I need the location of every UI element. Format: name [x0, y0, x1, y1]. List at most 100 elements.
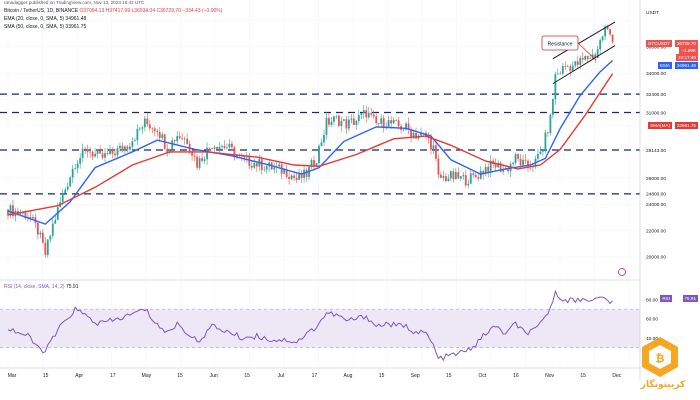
candle-body: [255, 163, 258, 167]
sma-tag-label: SMA(MA): [650, 123, 670, 128]
candle-body: [611, 34, 614, 42]
candle-body: [328, 117, 330, 125]
rsi-tick-label: 60.00: [646, 317, 658, 323]
candle-body: [477, 177, 480, 179]
candle-body: [138, 128, 141, 130]
candle-body: [71, 168, 74, 178]
candle-body: [228, 143, 231, 148]
candle-body: [435, 145, 437, 159]
candle-body: [121, 145, 124, 151]
candle-body: [218, 146, 221, 150]
ema-value-tag: 34961.48: [674, 62, 698, 69]
candle-body: [283, 169, 286, 174]
candle-body: [300, 173, 303, 178]
candle-body: [124, 146, 126, 151]
last-price-symbol: BTCUSDT: [648, 41, 670, 46]
candle-body: [387, 120, 390, 127]
candle-body: [454, 172, 457, 180]
candle-body: [347, 119, 350, 129]
price-tick-label: 34000.00: [646, 71, 666, 77]
candle-body: [12, 205, 14, 217]
candle-body: [64, 189, 67, 194]
candle-body: [571, 65, 574, 71]
candle-body: [402, 129, 405, 131]
candle-body: [519, 158, 522, 166]
candle-body: [457, 172, 460, 179]
candle-body: [51, 223, 54, 236]
candle-body: [99, 150, 101, 154]
candle-body: [285, 169, 288, 177]
candle-body: [549, 114, 552, 134]
time-tick-label: 15: [177, 373, 183, 379]
candle-body: [243, 156, 246, 158]
candle-body: [61, 193, 64, 203]
candle-body: [566, 66, 569, 67]
candle-body: [295, 177, 298, 180]
alert-icon[interactable]: [618, 268, 626, 276]
time-tick-label: 15: [244, 373, 250, 379]
candle-body: [161, 134, 164, 139]
candle-body: [298, 173, 300, 180]
candle-body: [357, 115, 360, 122]
candle-body: [201, 158, 203, 161]
candle-body: [233, 147, 236, 158]
publisher-note: ranadagger published on TradingView.com,…: [4, 0, 145, 5]
candle-body: [554, 74, 557, 100]
candle-body: [362, 110, 365, 114]
candle-body: [196, 156, 198, 168]
candle-body: [375, 116, 378, 124]
candle-body: [156, 131, 159, 133]
candle-body: [380, 118, 383, 124]
candle-body: [265, 166, 268, 170]
last-price-value: 36729.70: [676, 41, 696, 46]
candle-body: [365, 110, 368, 118]
channel-upper-line: [552, 21, 616, 60]
candle-body: [377, 123, 380, 124]
candle-body: [574, 61, 577, 66]
candle-body: [487, 166, 490, 172]
candle-body: [499, 162, 502, 172]
candle-body: [449, 171, 452, 179]
candle-body: [248, 156, 251, 166]
candle-body: [313, 160, 315, 167]
ema-line: [7, 59, 614, 225]
rsi-legend: RSI (14, close, SMA, 14, 2) 75.91: [4, 284, 79, 290]
candle-body: [335, 115, 338, 117]
price-tick-label: 24800.00: [646, 192, 666, 198]
candle-body: [116, 148, 119, 156]
candle-body: [596, 49, 599, 58]
candle-body: [370, 112, 373, 115]
candle-body: [524, 159, 527, 161]
candle-body: [106, 153, 109, 155]
candle-body: [494, 164, 497, 168]
candle-body: [29, 216, 32, 219]
candle-body: [407, 123, 410, 130]
candle-body: [176, 136, 179, 142]
candle-body: [221, 145, 223, 147]
candle-body: [181, 138, 184, 139]
candle-body: [318, 145, 320, 164]
candle-body: [507, 169, 509, 172]
rsi-tick-label: 80.00: [646, 297, 658, 303]
price-tick-label: 22000.00: [646, 228, 666, 234]
sma-line: [7, 73, 614, 216]
svg-text:₿: ₿: [656, 353, 665, 365]
candle-body: [216, 147, 218, 150]
candle-body: [355, 121, 358, 125]
candle-body: [340, 120, 343, 127]
candle-body: [514, 154, 517, 163]
candle-body: [420, 132, 422, 136]
sma-tag-value: 33961.75: [676, 123, 696, 128]
candle-body: [119, 145, 121, 149]
candle-body: [367, 112, 370, 118]
candle-body: [84, 148, 87, 150]
candle-body: [546, 132, 549, 134]
ema-symbol-tag: EMA: [658, 62, 672, 69]
candle-body: [158, 132, 161, 139]
candle-body: [173, 140, 176, 142]
candle-body: [437, 158, 440, 175]
candle-body: [564, 66, 567, 67]
time-tick-label: Oct: [479, 373, 487, 379]
candle-body: [231, 143, 233, 148]
candle-body: [263, 169, 266, 171]
